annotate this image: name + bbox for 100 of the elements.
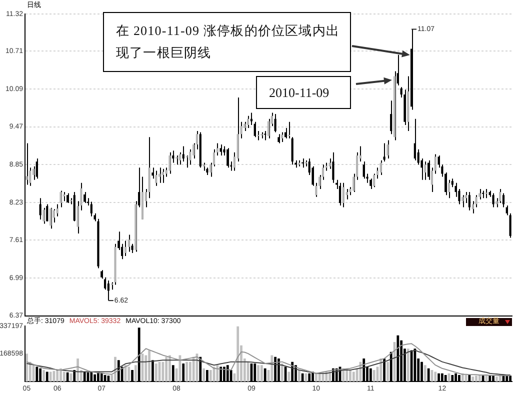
candlestick [464, 192, 468, 204]
candlestick [250, 112, 253, 126]
candlestick [506, 204, 508, 216]
bar [475, 376, 478, 382]
bar [62, 372, 66, 382]
candlestick [302, 158, 304, 168]
bar [434, 372, 437, 382]
candlestick [332, 152, 334, 184]
bar [495, 376, 498, 382]
bar [260, 365, 263, 382]
candlestick [424, 161, 426, 180]
candlestick [264, 130, 266, 141]
candlestick [342, 182, 344, 208]
candlestick [152, 167, 154, 180]
candlestick [414, 118, 416, 161]
bar [216, 365, 219, 382]
candlestick [189, 148, 192, 166]
candlestick [485, 188, 488, 199]
bar [154, 363, 158, 382]
candlestick [281, 132, 284, 143]
bar [168, 355, 171, 382]
candlestick [383, 142, 386, 162]
candlestick [220, 144, 222, 156]
bar [246, 362, 250, 382]
bar [165, 356, 168, 382]
bar [209, 370, 212, 382]
bar [186, 362, 188, 382]
bar [148, 350, 150, 382]
candlestick [267, 118, 270, 139]
candlestick [373, 173, 376, 188]
candlestick [84, 192, 86, 204]
bar [288, 372, 290, 382]
candlestick [172, 150, 174, 164]
bar [314, 373, 318, 382]
bar [349, 370, 352, 382]
candlestick [346, 188, 348, 200]
candlestick [60, 190, 62, 208]
candlestick [178, 152, 182, 166]
annotation: 在 2010-11-09 涨停板的价位区域内出现了一根巨阴线 [103, 12, 351, 72]
candlestick [393, 70, 396, 141]
bar [270, 355, 274, 382]
candlestick [63, 192, 66, 202]
annotation: 2010-11-09 [256, 76, 351, 109]
bar [236, 326, 240, 382]
candlestick [274, 113, 276, 133]
candlestick [502, 192, 505, 208]
candlestick [291, 136, 294, 166]
candlestick [182, 146, 184, 162]
candlestick [509, 212, 512, 238]
candlestick [254, 121, 256, 138]
bar [257, 365, 260, 382]
candlestick [186, 154, 188, 168]
candlestick [158, 167, 161, 184]
candlestick [492, 192, 494, 208]
candlestick [390, 100, 392, 135]
bar [318, 373, 321, 382]
candlestick [247, 115, 250, 129]
bar [386, 362, 389, 382]
bar [128, 366, 130, 382]
bar [114, 356, 116, 382]
bar [372, 370, 376, 382]
candlestick [128, 234, 130, 252]
bar [298, 370, 300, 382]
bar [26, 354, 28, 382]
candlestick [288, 121, 290, 139]
bar [188, 362, 192, 382]
bar [134, 365, 137, 382]
bar [472, 376, 474, 382]
bar [328, 372, 331, 382]
candlestick [386, 140, 389, 159]
bar [478, 375, 481, 382]
candlestick [36, 158, 38, 180]
candlestick [380, 160, 382, 176]
bar [60, 368, 62, 382]
bar [280, 363, 284, 382]
bar [352, 372, 355, 382]
candlestick [454, 182, 457, 198]
bar [76, 358, 79, 382]
bar [380, 358, 382, 382]
bar [202, 368, 205, 382]
candlestick [66, 192, 69, 204]
bar [406, 348, 410, 382]
candlestick [168, 152, 171, 174]
bar [42, 370, 45, 382]
candlestick [162, 168, 164, 184]
candlestick [104, 276, 106, 290]
bar [192, 356, 195, 382]
candlestick [338, 182, 342, 206]
candlestick [39, 198, 42, 220]
candlestick [90, 201, 92, 217]
candlestick [468, 192, 470, 211]
candlestick [107, 280, 110, 302]
bar [56, 370, 59, 382]
candlestick [155, 170, 158, 186]
candlestick [362, 161, 365, 180]
candlestick [124, 240, 127, 257]
candlestick [499, 188, 502, 204]
candlestick [278, 134, 280, 144]
candlestick [49, 207, 52, 230]
bar [424, 365, 426, 382]
